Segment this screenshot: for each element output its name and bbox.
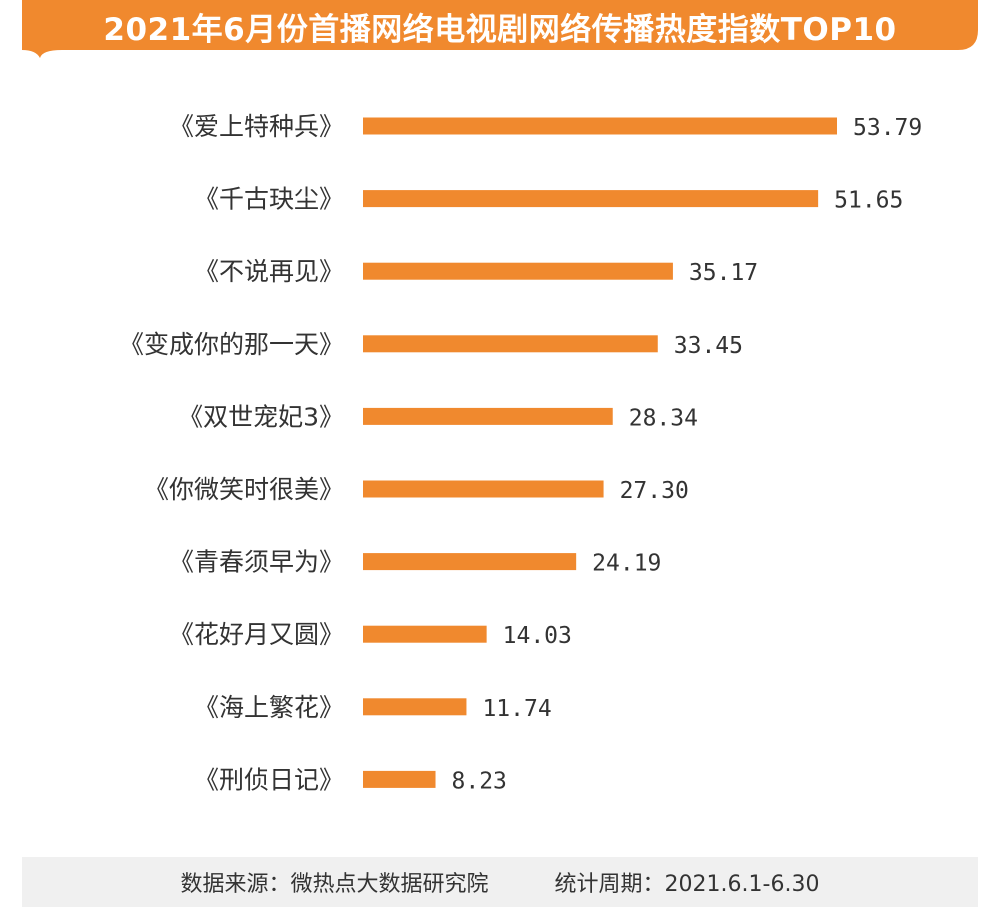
bar — [363, 480, 604, 498]
title-banner-shape — [22, 0, 978, 58]
bar — [363, 553, 577, 571]
category-label: 《爱上特种兵》 — [169, 112, 344, 141]
statistics-period: 统计周期：2021.6.1-6.30 — [554, 872, 820, 897]
bar — [363, 407, 613, 425]
bar — [363, 335, 658, 353]
category-label: 《你微笑时很美》 — [144, 475, 344, 504]
value-label: 35.17 — [689, 260, 758, 286]
value-label: 51.65 — [834, 188, 903, 214]
bar — [363, 262, 673, 280]
value-label: 27.30 — [620, 478, 689, 504]
value-label: 28.34 — [629, 405, 698, 431]
footer: 数据来源：微热点大数据研究院 统计周期：2021.6.1-6.30 — [22, 857, 978, 907]
bar — [363, 625, 487, 643]
value-label: 53.79 — [853, 115, 922, 141]
category-label: 《海上繁花》 — [194, 693, 344, 722]
category-label: 《双世宠妃3》 — [178, 402, 344, 431]
bar — [363, 190, 819, 208]
category-label: 《变成你的那一天》 — [119, 330, 344, 359]
value-label: 8.23 — [452, 768, 507, 794]
category-label: 《青春须早为》 — [169, 548, 344, 577]
bar — [363, 117, 837, 135]
chart-title: 2021年6月份首播网络电视剧网络传播热度指数TOP10 — [103, 11, 897, 48]
category-label: 《花好月又圆》 — [169, 620, 344, 649]
bar — [363, 770, 436, 788]
bar — [363, 698, 467, 716]
category-label: 《刑侦日记》 — [194, 765, 344, 794]
value-label: 11.74 — [482, 696, 551, 722]
value-label: 14.03 — [503, 623, 572, 649]
data-source: 数据来源：微热点大数据研究院 — [180, 872, 489, 897]
category-label: 《千古玦尘》 — [194, 185, 344, 214]
category-label: 《不说再见》 — [194, 257, 344, 286]
bar-chart: 《爱上特种兵》 53.79 《千古玦尘》 51.65 《不说再见》 35.17 《变成你的那… — [119, 112, 922, 794]
title-banner: 2021年6月份首播网络电视剧网络传播热度指数TOP10 — [0, 0, 1000, 58]
value-label: 24.19 — [592, 551, 661, 577]
value-label: 33.45 — [674, 333, 743, 359]
